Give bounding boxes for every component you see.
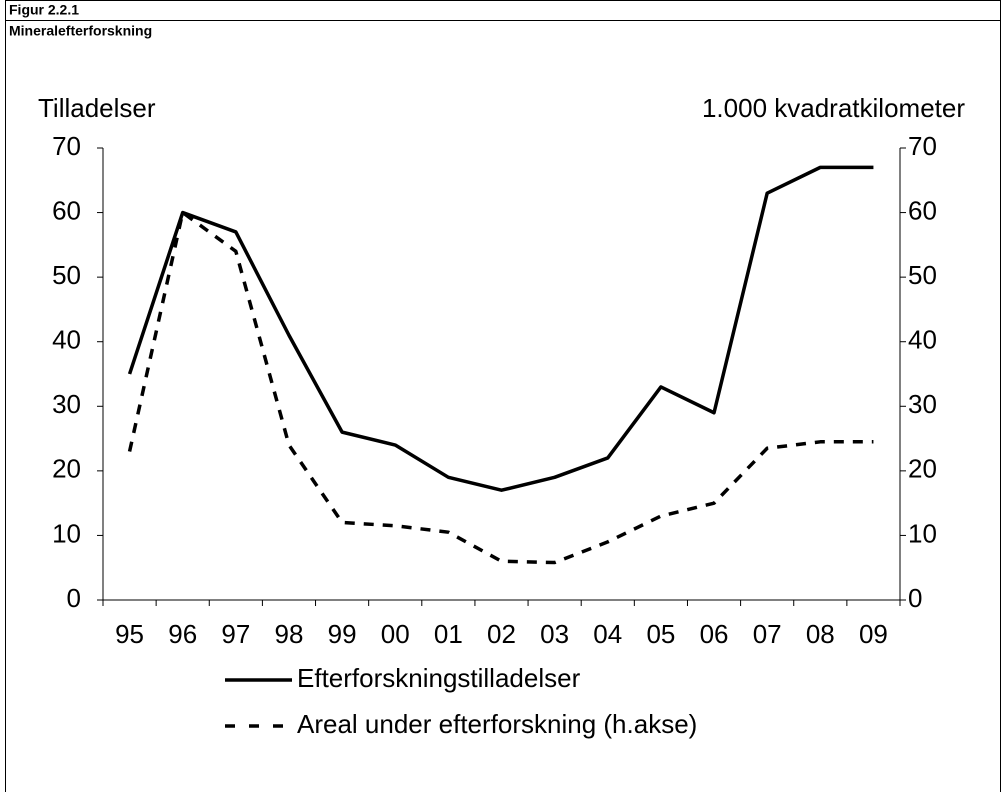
- x-tick-label: 09: [859, 619, 888, 649]
- y-tick-label: 10: [52, 518, 81, 548]
- x-tick-label: 97: [221, 619, 250, 649]
- x-tick-label: 07: [753, 619, 782, 649]
- x-tick-label: 06: [700, 619, 729, 649]
- x-tick-label: 95: [115, 619, 144, 649]
- y-tick-label: 20: [52, 454, 81, 484]
- x-tick-label: 98: [275, 619, 304, 649]
- y-axis-label: Tilladelser: [38, 93, 156, 123]
- y-tick-label: 40: [52, 325, 81, 355]
- y-tick-label: 60: [52, 195, 81, 225]
- y2-tick-label: 70: [908, 131, 937, 161]
- y2-tick-label: 50: [908, 260, 937, 290]
- y-tick-label: 70: [52, 131, 81, 161]
- x-tick-label: 05: [646, 619, 675, 649]
- y-tick-label: 30: [52, 389, 81, 419]
- y2-tick-label: 40: [908, 325, 937, 355]
- y2-tick-label: 20: [908, 454, 937, 484]
- y2-tick-label: 60: [908, 195, 937, 225]
- frame: [5, 0, 1001, 797]
- y2-tick-label: 10: [908, 518, 937, 548]
- series-line: [127, 165, 874, 492]
- x-tick-label: 03: [540, 619, 569, 649]
- x-tick-label: 01: [434, 619, 463, 649]
- x-tick-label: 04: [593, 619, 622, 649]
- x-tick-label: 08: [806, 619, 835, 649]
- y2-tick-label: 30: [908, 389, 937, 419]
- y-tick-label: 0: [67, 583, 81, 613]
- chart-title: Mineralefterforskning: [9, 23, 152, 39]
- legend-label: Efterforskningstilladelser: [297, 663, 581, 693]
- x-tick-label: 99: [328, 619, 357, 649]
- y2-tick-label: 0: [908, 583, 922, 613]
- x-tick-label: 02: [487, 619, 516, 649]
- series-line: [127, 210, 874, 565]
- y2-axis-label: 1.000 kvadratkilometer: [702, 93, 965, 123]
- figure-label: Figur 2.2.1: [9, 2, 79, 18]
- legend-label: Areal under efterforskning (h.akse): [297, 709, 697, 739]
- x-tick-label: 00: [381, 619, 410, 649]
- y-tick-label: 50: [52, 260, 81, 290]
- x-tick-label: 96: [168, 619, 197, 649]
